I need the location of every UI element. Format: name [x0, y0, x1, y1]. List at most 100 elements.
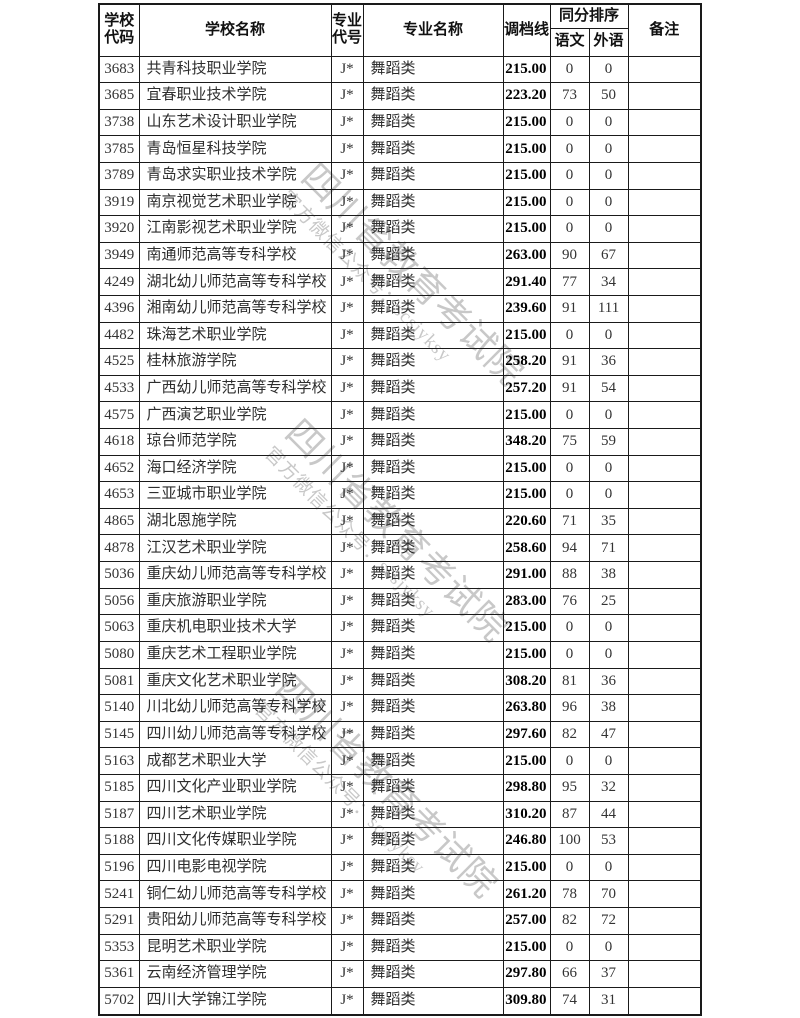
cell-school-name: 四川艺术职业学院: [138, 800, 332, 829]
cell-school-name: 四川文化产业职业学院: [138, 773, 332, 802]
cell-foreign-rank: 31: [588, 986, 629, 1016]
cell-remark: [627, 454, 702, 483]
cell-foreign-rank: 72: [588, 907, 629, 935]
cell-major-name: 舞蹈类: [362, 321, 504, 350]
cell-school-name: 广西演艺职业学院: [138, 401, 332, 430]
cell-chinese-rank: 77: [549, 268, 590, 296]
cell-chinese-rank: 0: [549, 481, 590, 509]
cell-school-name: 四川文化传媒职业学院: [138, 827, 332, 855]
cell-school-code: 5056: [98, 587, 140, 616]
cell-school-code: 5140: [98, 694, 140, 722]
cell-cutoff-score: 291.00: [502, 561, 551, 589]
table-row: 3683 共青科技职业学院 J* 舞蹈类 215.00 0 0: [98, 55, 702, 84]
cell-major-name: 舞蹈类: [362, 747, 504, 775]
cell-school-code: 3789: [98, 161, 140, 190]
table-row: 3949 南通师范高等专科学校 J* 舞蹈类 263.00 90 67: [98, 241, 702, 270]
cell-chinese-rank: 94: [549, 534, 590, 563]
cell-school-name: 三亚城市职业学院: [138, 481, 332, 509]
cell-major-code: J*: [330, 481, 364, 509]
cell-cutoff-score: 297.60: [502, 720, 551, 749]
cell-remark: [627, 694, 702, 722]
cell-foreign-rank: 71: [588, 534, 629, 563]
cell-foreign-rank: 0: [588, 108, 629, 137]
cell-chinese-rank: 91: [549, 374, 590, 403]
cell-school-name: 铜仁幼儿师范高等专科学校: [138, 880, 332, 908]
cell-major-code: J*: [330, 933, 364, 962]
cell-school-name: 共青科技职业学院: [138, 55, 332, 84]
cell-foreign-rank: 0: [588, 401, 629, 430]
cell-major-code: J*: [330, 55, 364, 84]
cell-major-code: J*: [330, 907, 364, 935]
cell-major-name: 舞蹈类: [362, 800, 504, 829]
cell-foreign-rank: 47: [588, 720, 629, 749]
cell-major-code: J*: [330, 161, 364, 190]
cell-foreign-rank: 0: [588, 135, 629, 163]
cell-remark: [627, 986, 702, 1016]
cell-school-code: 5196: [98, 853, 140, 882]
cell-school-code: 5063: [98, 614, 140, 642]
table-row: 5080 重庆艺术工程职业学院 J* 舞蹈类 215.00 0 0: [98, 640, 702, 669]
cell-major-name: 舞蹈类: [362, 294, 504, 323]
cell-remark: [627, 933, 702, 962]
cell-major-code: J*: [330, 747, 364, 775]
cell-cutoff-score: 215.00: [502, 747, 551, 775]
cell-major-code: J*: [330, 720, 364, 749]
table-row: 4878 江汉艺术职业学院 J* 舞蹈类 258.60 94 71: [98, 534, 702, 563]
cell-school-name: 海口经济学院: [138, 454, 332, 483]
cell-school-code: 3920: [98, 215, 140, 243]
cell-foreign-rank: 34: [588, 268, 629, 296]
cell-chinese-rank: 74: [549, 986, 590, 1016]
cell-school-name: 青岛恒星科技学院: [138, 135, 332, 163]
cell-major-name: 舞蹈类: [362, 188, 504, 217]
cell-chinese-rank: 0: [549, 135, 590, 163]
cell-school-name: 贵阳幼儿师范高等专科学校: [138, 907, 332, 935]
cell-major-name: 舞蹈类: [362, 561, 504, 589]
cell-major-code: J*: [330, 507, 364, 536]
cell-major-name: 舞蹈类: [362, 960, 504, 988]
cell-cutoff-score: 308.20: [502, 667, 551, 696]
cell-foreign-rank: 0: [588, 321, 629, 350]
cell-chinese-rank: 73: [549, 82, 590, 110]
cell-remark: [627, 135, 702, 163]
header-foreign-lang: 外语: [588, 27, 629, 57]
cell-major-code: J*: [330, 268, 364, 296]
cell-major-name: 舞蹈类: [362, 534, 504, 563]
cell-chinese-rank: 0: [549, 108, 590, 137]
cell-chinese-rank: 90: [549, 241, 590, 270]
cell-school-code: 5080: [98, 640, 140, 669]
cell-cutoff-score: 310.20: [502, 800, 551, 829]
cell-chinese-rank: 87: [549, 800, 590, 829]
table-row: 4396 湘南幼儿师范高等专科学校 J* 舞蹈类 239.60 91 111: [98, 294, 702, 323]
cell-foreign-rank: 67: [588, 241, 629, 270]
cell-school-code: 4249: [98, 268, 140, 296]
table-row: 5291 贵阳幼儿师范高等专科学校 J* 舞蹈类 257.00 82 72: [98, 907, 702, 935]
cell-remark: [627, 587, 702, 616]
cell-major-name: 舞蹈类: [362, 907, 504, 935]
cell-school-code: 3919: [98, 188, 140, 217]
cell-major-name: 舞蹈类: [362, 374, 504, 403]
cell-school-code: 4652: [98, 454, 140, 483]
header-tiebreak: 同分排序: [549, 3, 629, 29]
cell-chinese-rank: 0: [549, 747, 590, 775]
cell-school-code: 3683: [98, 55, 140, 84]
cell-major-code: J*: [330, 428, 364, 456]
cell-cutoff-score: 215.00: [502, 321, 551, 350]
cell-chinese-rank: 95: [549, 773, 590, 802]
table-row: 4652 海口经济学院 J* 舞蹈类 215.00 0 0: [98, 454, 702, 483]
cell-school-name: 山东艺术设计职业学院: [138, 108, 332, 137]
cell-major-name: 舞蹈类: [362, 667, 504, 696]
cell-school-name: 川北幼儿师范高等专科学校: [138, 694, 332, 722]
cell-cutoff-score: 258.20: [502, 348, 551, 376]
cell-remark: [627, 614, 702, 642]
header-remark: 备注: [627, 3, 702, 57]
cell-foreign-rank: 0: [588, 853, 629, 882]
cell-major-name: 舞蹈类: [362, 773, 504, 802]
cell-school-name: 广西幼儿师范高等专科学校: [138, 374, 332, 403]
cell-school-name: 四川大学锦江学院: [138, 986, 332, 1016]
cell-school-name: 桂林旅游学院: [138, 348, 332, 376]
cell-chinese-rank: 0: [549, 161, 590, 190]
cell-major-code: J*: [330, 614, 364, 642]
cell-foreign-rank: 25: [588, 587, 629, 616]
cell-major-name: 舞蹈类: [362, 428, 504, 456]
